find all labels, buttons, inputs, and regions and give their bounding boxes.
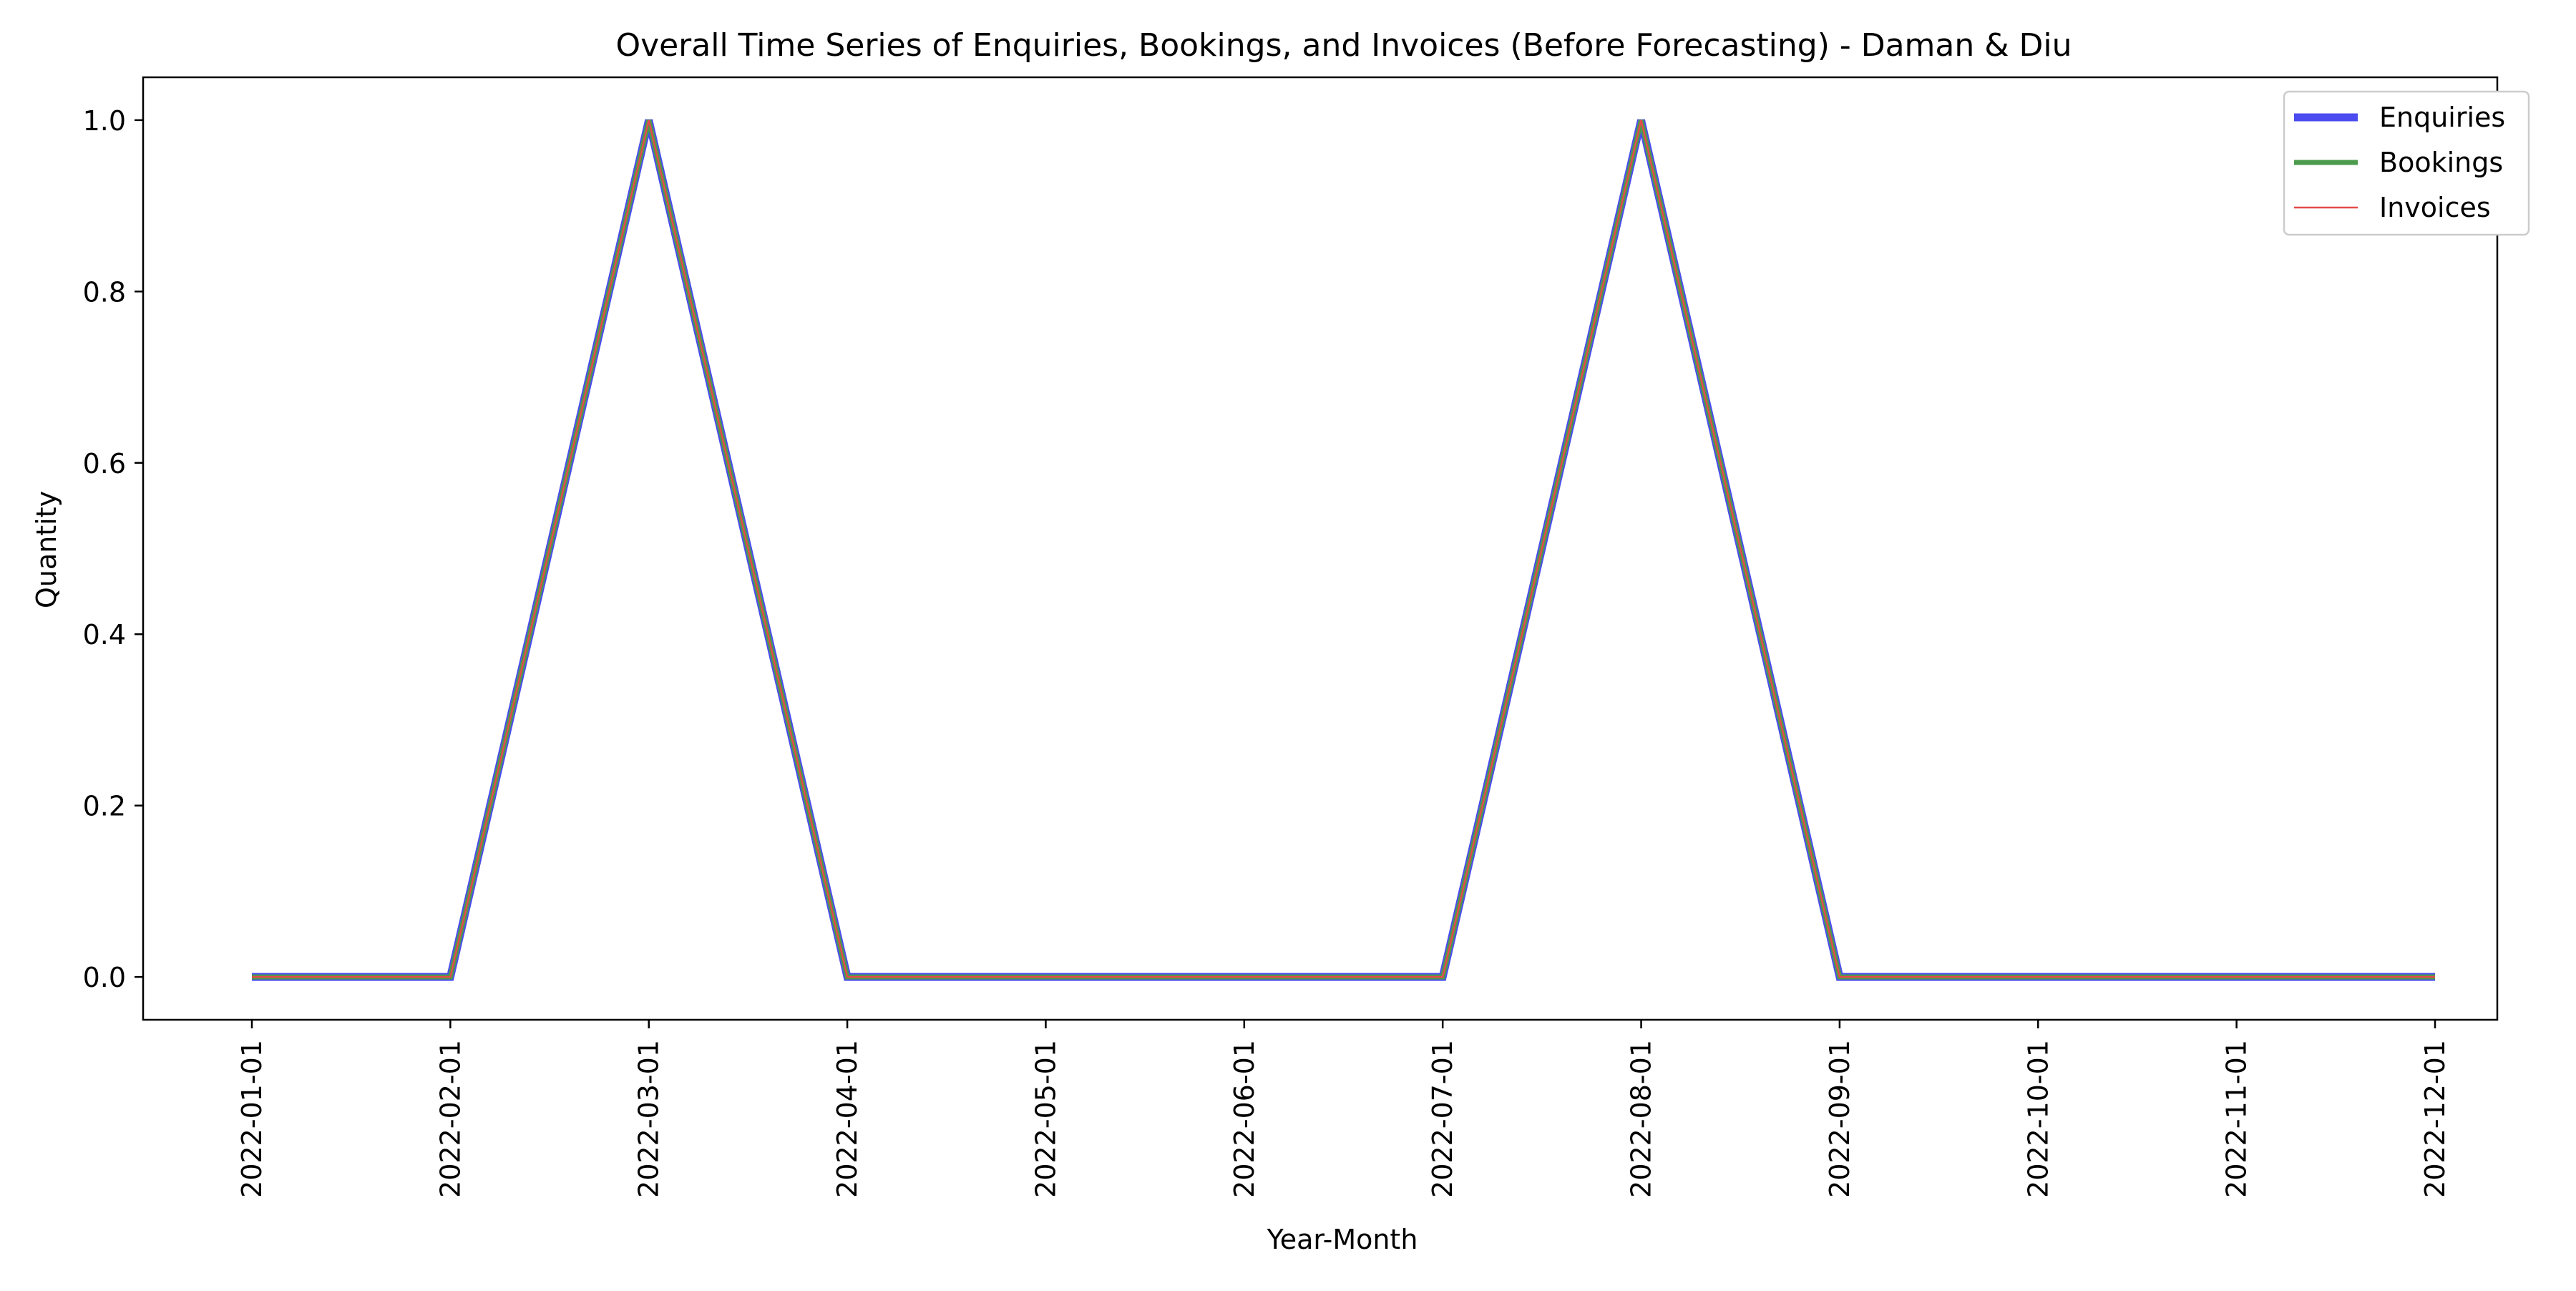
x-tick-label: 2022-01-01 (236, 1040, 268, 1198)
y-tick-label: 0.0 (83, 962, 126, 993)
y-axis: 0.0 0.2 0.4 0.6 0.8 1.0 (83, 105, 143, 993)
series-line-enquiries (252, 119, 2435, 981)
y-tick-label: 1.0 (83, 105, 126, 137)
y-tick-label: 0.2 (83, 791, 126, 822)
legend-box (2283, 90, 2530, 236)
x-axis: 2022-01-01 2022-02-01 2022-03-01 2022-04-01… (236, 1020, 2451, 1198)
x-tick-label: 2022-03-01 (633, 1040, 665, 1198)
x-tick-label: 2022-02-01 (434, 1040, 466, 1198)
legend-label-bookings: Bookings (2379, 147, 2503, 178)
x-tick-label: 2022-12-01 (2419, 1040, 2451, 1198)
x-tick-label: 2022-11-01 (2221, 1040, 2253, 1198)
chart-title: Overall Time Series of Enquiries, Bookin… (615, 27, 2072, 64)
x-tick-label: 2022-04-01 (831, 1040, 863, 1198)
series-line-bookings (252, 120, 2435, 980)
y-tick-label: 0.6 (83, 448, 126, 479)
y-axis-label: Quantity (31, 491, 62, 608)
x-tick-label: 2022-05-01 (1030, 1040, 1061, 1198)
y-tick-label: 0.4 (83, 619, 126, 651)
series-line-invoices (252, 120, 2435, 978)
legend-label-invoices: Invoices (2379, 192, 2491, 223)
legend: Enquiries Bookings Invoices (2283, 90, 2530, 236)
x-tick-label: 2022-08-01 (1626, 1040, 1657, 1198)
plot-frame (142, 76, 2499, 1021)
x-tick-label: 2022-07-01 (1427, 1040, 1458, 1198)
x-tick-label: 2022-06-01 (1229, 1040, 1260, 1198)
legend-label-enquiries: Enquiries (2379, 102, 2505, 133)
x-tick-label: 2022-09-01 (1824, 1040, 1855, 1198)
series-layer (252, 119, 2435, 981)
x-axis-label: Year-Month (1267, 1224, 1418, 1255)
y-tick-label: 0.8 (83, 276, 126, 308)
x-tick-label: 2022-10-01 (2022, 1040, 2054, 1198)
